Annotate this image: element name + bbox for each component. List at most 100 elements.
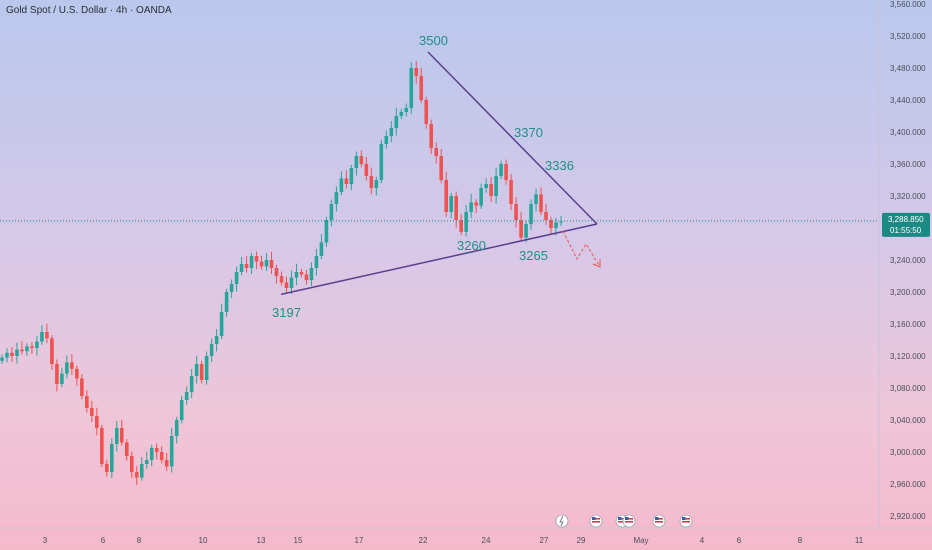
candle-body [484,184,488,188]
candle-body [524,224,528,238]
candle-body [544,212,548,220]
candle-body [45,332,49,339]
us-flag-icon[interactable] [589,514,603,528]
candle [419,67,424,104]
candle [139,456,144,481]
candle [80,373,84,400]
candle-body [259,261,264,267]
candle [110,438,114,479]
candle [100,424,104,468]
candle-body [184,392,189,400]
candle-body [209,344,214,356]
candle [75,365,79,386]
price-annotation: 3197 [272,305,301,320]
candle [334,186,339,212]
price-annotation: 3265 [519,248,548,263]
us-flag-icon[interactable] [652,514,666,528]
candle-body [5,352,9,358]
candle-body [294,272,299,278]
us-flag-icon[interactable] [679,514,693,528]
candle-body [329,204,334,220]
candle [369,167,374,195]
candle [209,338,214,363]
price-tick-label: 3,120.000 [890,352,926,361]
candle [399,108,404,120]
candle-body [85,396,89,408]
candle [354,151,359,176]
price-tick-label: 2,960.000 [890,480,926,489]
candle [214,328,219,352]
trendline-layer [280,51,601,296]
candle-body [504,164,508,180]
candle [544,203,548,225]
candle-body [229,284,234,292]
candle-body [129,456,134,472]
projection-arrow [562,230,601,268]
candle [504,159,508,185]
upper-trendline[interactable] [427,51,598,225]
candle [349,164,354,191]
candle-body [324,220,329,243]
candle-body [244,264,249,268]
price-tick-label: 3,000.000 [890,448,926,457]
price-tick-label: 3,520.000 [890,32,926,41]
candle-body [494,176,498,196]
candle-body [339,178,344,192]
candle-body [100,428,104,464]
candle-body [134,472,139,478]
candle [474,199,478,214]
candle-body [364,164,369,176]
candle [234,266,239,292]
candle [329,199,334,227]
time-tick-label: 15 [294,536,303,545]
candle [134,466,139,486]
candle [304,269,309,285]
candle-body [199,364,204,380]
lightning-icon[interactable] [555,514,569,528]
candle [5,348,9,363]
candle [229,279,234,299]
candle [55,359,59,392]
projection-arrow-head [592,259,601,268]
candle-body [219,312,224,336]
price-annotation: 3370 [514,125,543,140]
time-tick-label: 4 [700,536,705,545]
candle [164,452,169,472]
candle [179,395,184,424]
lower-trendline[interactable] [280,223,598,296]
time-tick-label: 22 [419,536,428,545]
candle-body [449,196,453,212]
price-annotation: 3336 [545,158,574,173]
candle-body [110,444,114,472]
candle-body [159,452,164,460]
candle-body [35,341,39,348]
price-tick-label: 3,320.000 [890,192,926,201]
candle [314,248,319,276]
price-tick-label: 3,400.000 [890,128,926,137]
candle [244,255,249,273]
candle [95,407,99,436]
candle-body [529,204,533,224]
candle [189,368,194,399]
candle [239,256,244,276]
candle-body [434,148,439,156]
time-axis[interactable]: 3 6 8 10 13 15 17 22 24 27 29 May 4 6 8 11 [0,527,932,545]
candle-body [469,202,473,212]
time-tick-label: 29 [577,536,586,545]
price-axis[interactable]: 2,920.000 2,960.000 3,000.000 3,040.000 3,08… [878,0,926,528]
candle-body [289,277,294,288]
candle [389,120,394,143]
candle [464,204,468,237]
candle-body [80,378,84,396]
time-tick-label: 3 [43,536,48,545]
candle [269,251,274,275]
candle [534,188,538,212]
candle-body [384,136,389,144]
price-tick-label: 3,560.000 [890,0,926,9]
candle-body [554,222,558,228]
us-flag-icon[interactable] [622,514,636,528]
candle-body [379,144,384,180]
candle [344,170,349,189]
price-tick-label: 3,160.000 [890,320,926,329]
